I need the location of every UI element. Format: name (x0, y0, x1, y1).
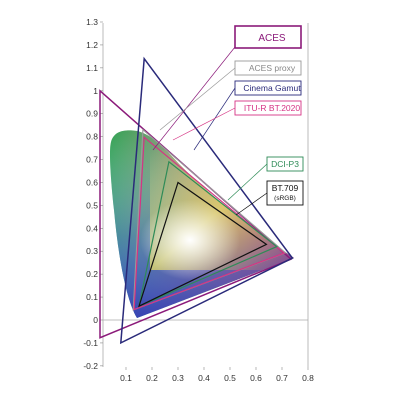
y-tick-label: 0.3 (86, 246, 98, 256)
y-tick-label: -0.2 (83, 361, 98, 371)
x-tick-label: 0.1 (120, 373, 132, 383)
legend-box (266, 180, 304, 206)
legend-item: BT.709 (sRGB) (235, 180, 304, 216)
x-tick-label: 0.3 (172, 373, 184, 383)
y-tick-label: 0.8 (86, 132, 98, 142)
x-tick-label: 0.5 (224, 373, 236, 383)
legend-label: ITU-R BT.2020 (244, 103, 300, 113)
legend-label: DCI-P3 (271, 159, 299, 169)
y-tick-label: -0.1 (83, 338, 98, 348)
x-tick-label: 0.2 (146, 373, 158, 383)
legend-item: ITU-R BT.2020 (172, 100, 302, 141)
y-tick-label: 0.2 (86, 269, 98, 279)
y-tick-label: 1.3 (86, 17, 98, 27)
y-tick-label: 0.9 (86, 109, 98, 119)
gamut-dci-p3 (138, 160, 278, 308)
legend-leader-line (227, 163, 268, 201)
y-tick-label: 0 (93, 315, 98, 325)
axes: 1.3 1.2 1.1 1 0.9 0.8 0.7 0.6 0.5 0.4 0.3 0.2 0.1 0 -0… (83, 17, 314, 383)
gamut-bt-709 (138, 181, 268, 308)
legend-leader-line (152, 46, 236, 151)
legend-item: Cinema Gamut (193, 80, 302, 151)
y-tick-label: 1 (93, 86, 98, 96)
y-tick-label: 0.1 (86, 292, 98, 302)
white-point-glow (140, 200, 240, 280)
legend-leader-line (172, 107, 236, 141)
y-tick-label: 0.7 (86, 155, 98, 165)
legend-label: ACES (258, 33, 286, 44)
y-tick-label: 0.5 (86, 200, 98, 210)
legend-label: BT.709 (272, 183, 299, 193)
legend-item: ACES proxy (159, 60, 302, 131)
legend-label: ACES proxy (249, 63, 296, 73)
legend-box (234, 25, 302, 49)
legend: ACES ACES proxy Cinema Gamut ITU-R BT.2020 D… (152, 25, 304, 216)
axis-frame (102, 23, 309, 367)
x-tick-label: 0.4 (198, 373, 210, 383)
legend-sublabel: (sRGB) (274, 195, 296, 202)
y-tick-label: 1.2 (86, 40, 98, 50)
spectral-locus (110, 130, 294, 318)
legend-leader-line (193, 87, 236, 151)
x-tick-label: 0.8 (302, 373, 314, 383)
y-tick-label: 1.1 (86, 63, 98, 73)
gamut-triangles (99, 56, 294, 345)
gamut-itu-r-bt-2020 (133, 136, 286, 311)
legend-box (234, 60, 302, 76)
legend-label: Cinema Gamut (243, 83, 301, 93)
y-tick-label: 0.6 (86, 177, 98, 187)
legend-box (234, 100, 302, 116)
gamut-cinema-gamut (119, 56, 294, 345)
legend-box (266, 156, 304, 172)
x-tick-label: 0.7 (276, 373, 288, 383)
legend-leader-line (159, 67, 236, 131)
legend-box (234, 80, 302, 96)
x-tick-label: 0.6 (250, 373, 262, 383)
legend-leader-line (235, 192, 268, 216)
legend-item: ACES (152, 25, 302, 151)
legend-item: DCI-P3 (227, 156, 304, 201)
y-tick-label: 0.4 (86, 223, 98, 233)
